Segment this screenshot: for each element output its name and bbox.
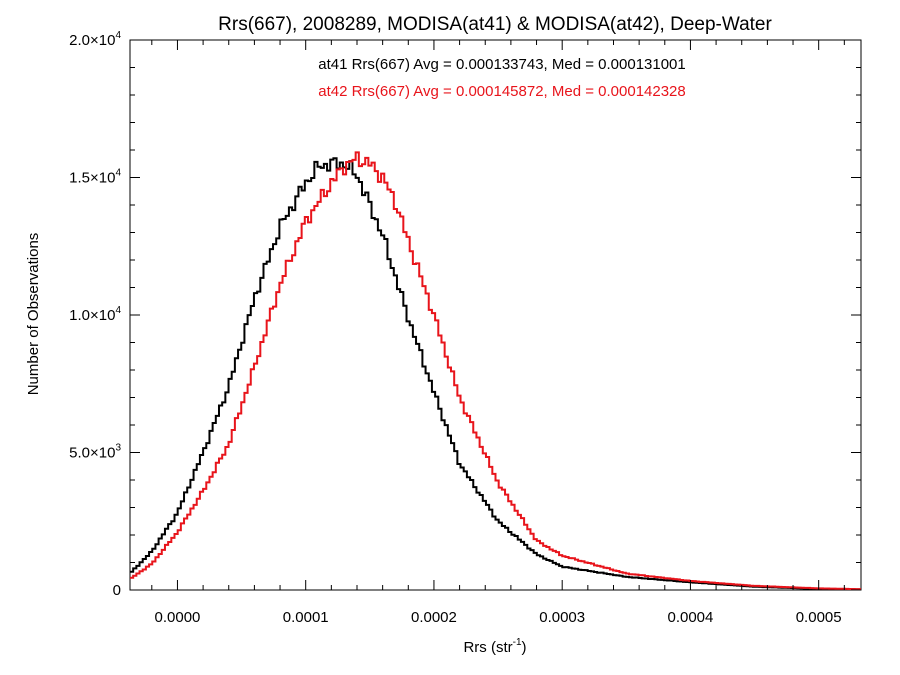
series-layer [130, 151, 861, 591]
x-tick-label: 0.0001 [283, 609, 329, 626]
y-tick-label: 1.0×104 [69, 305, 121, 324]
annotation-2: at42 Rrs(667) Avg = 0.000145872, Med = 0… [318, 83, 686, 100]
x-tick-label: 0.0005 [796, 609, 842, 626]
annotation-1: at41 Rrs(667) Avg = 0.000133743, Med = 0… [318, 56, 686, 73]
chart-title: Rrs(667), 2008289, MODISA(at41) & MODISA… [218, 14, 772, 35]
annotations: at41 Rrs(667) Avg = 0.000133743, Med = 0… [318, 56, 686, 100]
x-tick-label: 0.0003 [539, 609, 585, 626]
series-line-1 [130, 157, 861, 591]
x-axis-label: Rrs (str-1) [463, 637, 526, 656]
plot-border [129, 39, 862, 591]
y-axis: 0 5.0×103 1.0×104 1.5×104 2.0×104 [69, 30, 861, 599]
y-axis-label: Number of Observations [25, 233, 42, 396]
series-line-2 [130, 151, 861, 591]
plot-frame [129, 39, 862, 591]
x-axis: 0.0000 0.0001 0.0002 0.0003 0.0004 0.0005 [151, 40, 845, 626]
x-tick-label: 0.0004 [667, 609, 713, 626]
y-tick-label: 2.0×104 [69, 30, 121, 49]
y-tick-label: 1.5×104 [69, 168, 121, 187]
y-tick-label: 5.0×103 [69, 443, 121, 462]
x-tick-label: 0.0002 [411, 609, 457, 626]
x-tick-label: 0.0000 [155, 609, 201, 626]
y-tick-label: 0 [113, 582, 121, 599]
